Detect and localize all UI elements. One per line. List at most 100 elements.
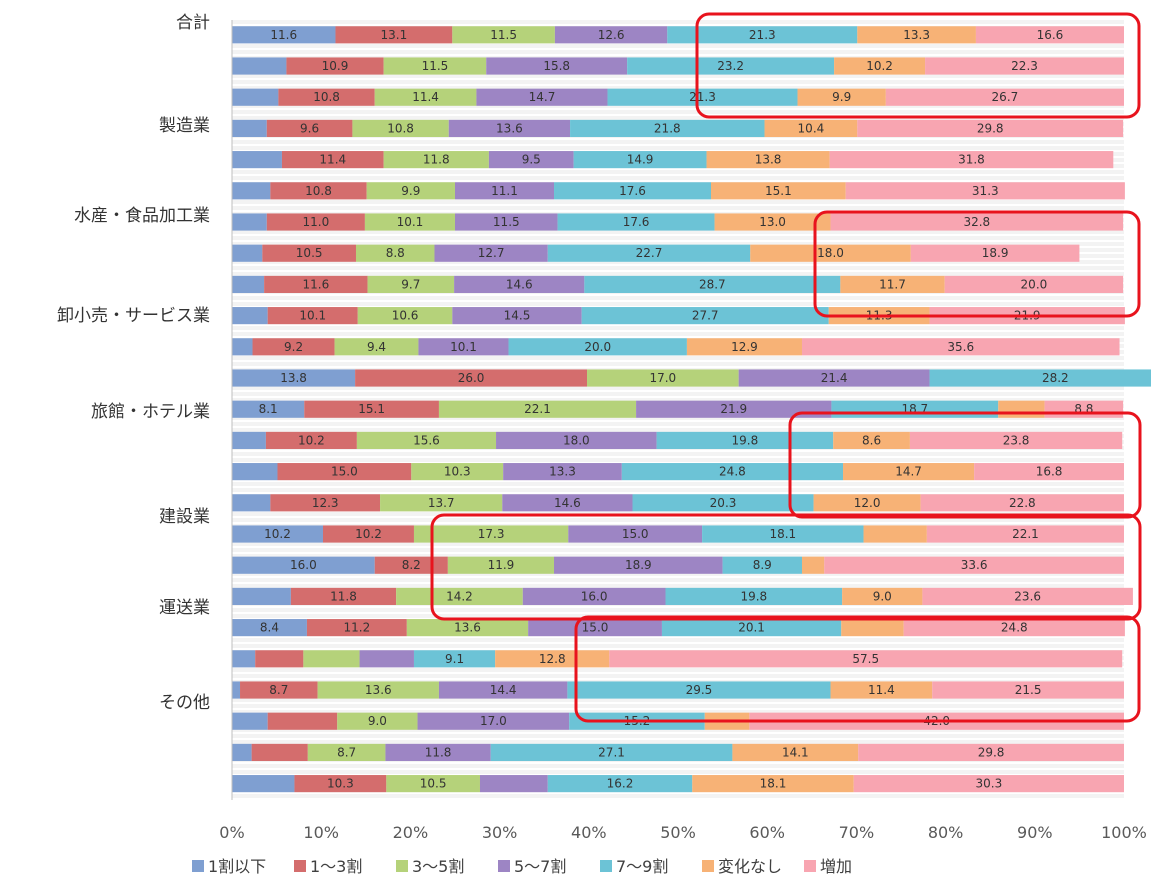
bar-segment — [522, 587, 666, 605]
data-label: 32.8 — [963, 215, 990, 229]
data-label: 12.3 — [312, 496, 339, 510]
bar-segment — [732, 743, 859, 761]
bar-segment — [232, 587, 291, 605]
bar-segment — [383, 151, 489, 169]
data-label: 18.0 — [563, 433, 590, 447]
bar-segment — [829, 151, 1114, 169]
row-track — [232, 104, 1124, 108]
bar-segment — [885, 88, 1124, 106]
category-label: 運送業 — [159, 598, 210, 618]
data-label: 12.8 — [539, 652, 566, 666]
bar-segment — [356, 431, 497, 449]
data-label: 16.6 — [1037, 28, 1064, 42]
bar-segment — [764, 119, 858, 137]
bar-segment — [840, 275, 945, 293]
data-label: 11.5 — [493, 215, 520, 229]
row-track — [232, 236, 1124, 240]
data-label: 33.6 — [961, 558, 988, 572]
row-track — [232, 794, 1124, 798]
bar-segment — [632, 494, 814, 512]
data-label: 11.8 — [330, 589, 357, 603]
data-label: 31.8 — [958, 153, 985, 167]
bar-segment — [508, 338, 687, 356]
row-track — [232, 578, 1124, 582]
data-label: 10.8 — [305, 184, 332, 198]
data-label: 17.0 — [480, 714, 507, 728]
data-label: 21.3 — [749, 28, 776, 42]
data-label: 15.6 — [413, 433, 440, 447]
row-track — [232, 770, 1124, 774]
bar-segment — [303, 650, 360, 668]
x-tick-label: 70% — [839, 823, 875, 842]
row-track — [232, 416, 1124, 420]
bar-segment — [692, 775, 854, 793]
bar-segment — [503, 463, 622, 481]
data-label: 18.1 — [760, 777, 787, 791]
bar-segment — [232, 213, 267, 231]
bar-segment — [448, 119, 571, 137]
bar-segment — [845, 182, 1125, 200]
bar-segment — [266, 119, 353, 137]
data-label: 11.4 — [319, 153, 346, 167]
data-label: 22.3 — [1011, 59, 1038, 73]
row-track — [232, 146, 1124, 150]
bar-segment — [278, 88, 375, 106]
x-tick-label: 20% — [393, 823, 429, 842]
data-label: 15.8 — [543, 59, 570, 73]
legend-swatch — [396, 860, 408, 872]
data-label: 17.3 — [478, 527, 505, 541]
data-label: 8.2 — [402, 558, 421, 572]
bar-segment — [834, 57, 926, 75]
legend-swatch — [498, 860, 510, 872]
data-label: 9.0 — [368, 714, 387, 728]
row-track — [232, 644, 1124, 648]
bar-segment — [627, 57, 835, 75]
row-track — [232, 362, 1124, 366]
category-label: その他 — [159, 693, 210, 713]
data-label: 18.9 — [982, 246, 1009, 260]
row-track — [232, 518, 1124, 522]
bar-segment — [857, 26, 976, 44]
bar-segment — [711, 182, 846, 200]
bar-segment — [842, 587, 923, 605]
data-label: 22.8 — [1009, 496, 1036, 510]
data-label: 27.7 — [692, 309, 719, 323]
data-label: 9.6 — [300, 121, 319, 135]
data-label: 26.0 — [458, 371, 485, 385]
row-track — [232, 548, 1124, 552]
category-label: 旅館・ホテル業 — [91, 402, 210, 422]
data-label: 14.9 — [627, 153, 654, 167]
category-label: 合計 — [176, 13, 210, 33]
bar-segment — [454, 275, 585, 293]
legend-swatch — [702, 860, 714, 872]
bar-segment — [495, 650, 610, 668]
bar-segment — [251, 743, 308, 761]
legend-label: 1割以下 — [208, 857, 266, 876]
data-label: 35.6 — [947, 340, 974, 354]
data-label: 13.6 — [496, 121, 523, 135]
x-tick-label: 100% — [1101, 823, 1147, 842]
data-label: 11.2 — [344, 621, 371, 635]
row-track — [232, 428, 1124, 432]
data-label: 57.5 — [852, 652, 879, 666]
row-track — [232, 668, 1124, 672]
row-track — [232, 110, 1124, 114]
bar-segment — [232, 619, 307, 637]
data-label: 9.1 — [445, 652, 464, 666]
data-label: 21.8 — [654, 121, 681, 135]
bar-segment — [661, 619, 842, 637]
row-track — [232, 116, 1124, 120]
legend-label: 増加 — [820, 857, 852, 876]
bar-segment — [413, 650, 496, 668]
data-label: 18.0 — [817, 246, 844, 260]
bar-segment — [262, 244, 356, 262]
data-label: 13.0 — [759, 215, 786, 229]
row-track — [232, 392, 1124, 396]
bar-segment — [920, 494, 1124, 512]
bar-segment — [925, 57, 1124, 75]
data-label: 8.4 — [260, 621, 279, 635]
data-label: 12.9 — [731, 340, 758, 354]
highlight-box — [813, 210, 1141, 318]
highlight-box — [430, 513, 1142, 621]
row-track — [232, 140, 1124, 144]
